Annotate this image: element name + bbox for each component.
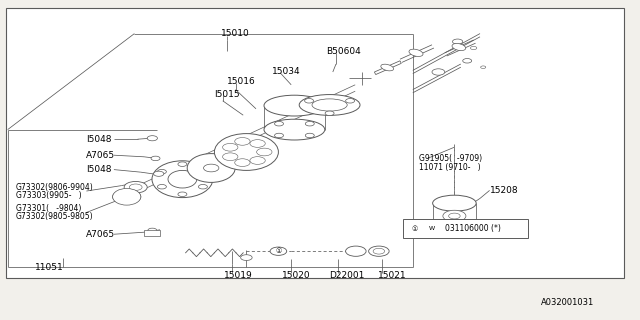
Circle shape: [129, 184, 142, 190]
Ellipse shape: [300, 94, 360, 116]
Text: 11051: 11051: [35, 263, 64, 272]
Text: B50604: B50604: [326, 47, 361, 56]
Text: 15020: 15020: [282, 271, 310, 280]
Text: W: W: [429, 226, 435, 231]
Ellipse shape: [409, 49, 423, 56]
Circle shape: [198, 184, 207, 189]
Text: I5048: I5048: [86, 165, 112, 174]
Text: G73302(9806-9904): G73302(9806-9904): [16, 183, 93, 192]
Text: 15034: 15034: [272, 68, 301, 76]
Ellipse shape: [152, 161, 212, 197]
Circle shape: [305, 133, 314, 138]
Circle shape: [151, 156, 160, 161]
Circle shape: [470, 46, 477, 50]
Text: G73301(   -9804): G73301( -9804): [16, 204, 81, 213]
Text: G73302(9805-9805): G73302(9805-9805): [16, 212, 93, 221]
Ellipse shape: [264, 119, 325, 140]
Text: I5015: I5015: [214, 90, 240, 99]
Text: A032001031: A032001031: [541, 298, 594, 307]
Bar: [144, 230, 160, 236]
Text: ①: ①: [412, 226, 418, 232]
Text: 15010: 15010: [221, 29, 250, 38]
Circle shape: [235, 159, 250, 166]
Text: I5048: I5048: [86, 135, 112, 144]
Circle shape: [270, 247, 287, 255]
Text: G73303(9905-   ): G73303(9905- ): [16, 191, 82, 200]
Circle shape: [250, 157, 265, 164]
Circle shape: [346, 246, 366, 256]
Circle shape: [250, 140, 265, 147]
Text: A7065: A7065: [86, 230, 116, 239]
Ellipse shape: [433, 221, 476, 237]
Circle shape: [223, 143, 238, 151]
Circle shape: [449, 213, 460, 219]
Ellipse shape: [381, 64, 394, 71]
Circle shape: [443, 210, 466, 222]
Ellipse shape: [113, 188, 141, 205]
Ellipse shape: [168, 170, 197, 188]
Circle shape: [198, 170, 207, 174]
Circle shape: [257, 148, 272, 156]
Circle shape: [157, 184, 166, 189]
Ellipse shape: [433, 195, 476, 211]
Circle shape: [178, 192, 187, 196]
Circle shape: [305, 122, 314, 126]
Circle shape: [235, 138, 250, 145]
Circle shape: [452, 39, 463, 44]
Circle shape: [157, 170, 166, 174]
Circle shape: [432, 69, 445, 75]
Circle shape: [154, 171, 164, 176]
Text: 15208: 15208: [490, 186, 518, 195]
Ellipse shape: [264, 95, 325, 116]
Bar: [403, 219, 528, 238]
Circle shape: [178, 162, 187, 166]
Text: 031106000 (*): 031106000 (*): [445, 224, 500, 233]
Ellipse shape: [452, 44, 466, 51]
Text: 15021: 15021: [378, 271, 406, 280]
Circle shape: [305, 99, 314, 103]
Circle shape: [275, 122, 284, 126]
Text: 15016: 15016: [227, 77, 256, 86]
Text: D22001: D22001: [330, 271, 365, 280]
Text: G91905(  -9709): G91905( -9709): [419, 154, 483, 163]
Text: 11071 (9710-   ): 11071 (9710- ): [419, 163, 481, 172]
Circle shape: [373, 248, 385, 254]
Circle shape: [346, 99, 355, 103]
Circle shape: [369, 246, 389, 256]
Text: ①: ①: [275, 248, 282, 254]
Circle shape: [223, 153, 238, 161]
Circle shape: [204, 164, 219, 172]
Bar: [6, 8, 624, 278]
Circle shape: [113, 190, 141, 204]
Circle shape: [275, 133, 284, 138]
Circle shape: [325, 111, 334, 116]
Circle shape: [463, 59, 472, 63]
Text: A7065: A7065: [86, 151, 116, 160]
Circle shape: [147, 136, 157, 141]
Circle shape: [406, 225, 423, 233]
Text: 15019: 15019: [224, 271, 253, 280]
Circle shape: [148, 228, 157, 233]
Circle shape: [481, 66, 486, 68]
Ellipse shape: [214, 134, 278, 170]
Circle shape: [124, 181, 147, 193]
Ellipse shape: [188, 154, 236, 182]
Circle shape: [241, 255, 252, 260]
Circle shape: [424, 225, 440, 233]
Ellipse shape: [312, 99, 348, 111]
